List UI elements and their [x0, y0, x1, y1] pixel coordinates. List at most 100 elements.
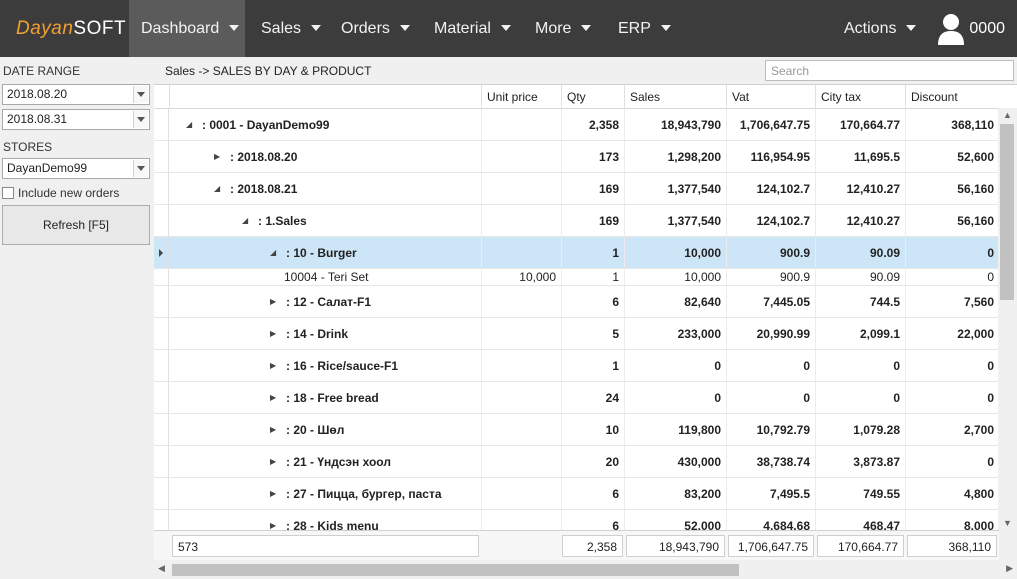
column-header-unit-price[interactable]: Unit price	[481, 85, 561, 109]
collapse-icon[interactable]: ◢	[242, 216, 249, 225]
column-header-discount[interactable]: Discount	[905, 85, 999, 109]
expand-icon[interactable]: ▶	[270, 361, 277, 370]
row-selector[interactable]	[154, 350, 169, 381]
include-new-orders-label: Include new orders	[18, 186, 120, 200]
expand-icon[interactable]: ▶	[214, 152, 221, 161]
row-name-cell: ◢: 1.Sales	[242, 205, 481, 236]
collapse-icon[interactable]: ◢	[214, 184, 221, 193]
store-select[interactable]: DayanDemo99	[2, 158, 150, 179]
expand-icon[interactable]: ▶	[270, 425, 277, 434]
row-selector[interactable]	[154, 286, 169, 317]
include-new-orders-checkbox[interactable]: Include new orders	[2, 186, 119, 200]
table-row[interactable]: ▶: 18 - Free bread 24 0 0 0 0	[154, 382, 999, 414]
row-name-cell: 10004 - Teri Set	[284, 269, 481, 285]
row-selector[interactable]	[154, 446, 169, 477]
chevron-down-icon	[660, 24, 671, 31]
table-row[interactable]: ▶: 16 - Rice/sauce-F1 1 0 0 0 0	[154, 350, 999, 382]
row-selector[interactable]	[154, 478, 169, 509]
cell-qty: 1	[561, 350, 624, 381]
column-header-qty[interactable]: Qty	[561, 85, 624, 109]
cell-city-tax: 1,079.28	[815, 414, 905, 445]
column-header-city-tax[interactable]: City tax	[815, 85, 905, 109]
refresh-button[interactable]: Refresh [F5]	[2, 205, 150, 245]
horizontal-scroll-thumb[interactable]	[172, 564, 739, 576]
cell-qty: 6	[561, 510, 624, 530]
table-row[interactable]: ▶: 28 - Kids menu 6 52,000 4,684.68 468.47 8,…	[154, 510, 999, 530]
cell-unit-price	[481, 350, 561, 381]
table-row[interactable]: ▶: 21 - Үндсэн хоол 20 430,000 38,738.74 3,8…	[154, 446, 999, 478]
collapse-icon[interactable]: ◢	[186, 120, 193, 129]
table-row[interactable]: ▶: 20 - Шөл 10 119,800 10,792.79 1,079.28 2,7…	[154, 414, 999, 446]
scroll-up-icon[interactable]: ▲	[1003, 110, 1012, 120]
expand-icon[interactable]: ▶	[270, 297, 277, 306]
row-selector[interactable]	[154, 510, 169, 530]
cell-city-tax: 11,695.5	[815, 141, 905, 172]
chevron-down-icon[interactable]	[133, 111, 148, 128]
nav-more[interactable]: More	[523, 0, 603, 57]
nav-orders[interactable]: Orders	[329, 0, 422, 57]
expand-icon[interactable]: ▶	[270, 489, 277, 498]
cell-sales: 1,377,540	[624, 205, 726, 236]
row-selector[interactable]	[154, 109, 169, 140]
scroll-right-icon[interactable]: ▶	[1006, 563, 1013, 573]
cell-vat: 0	[726, 382, 815, 413]
table-row[interactable]: ◢: 0001 - DayanDemo99 2,358 18,943,790 1,70…	[154, 109, 999, 141]
vertical-scrollbar[interactable]: ▲ ▼	[998, 108, 1017, 530]
column-header-sales[interactable]: Sales	[624, 85, 726, 109]
expand-icon[interactable]: ▶	[270, 329, 277, 338]
table-row[interactable]: ◢: 10 - Burger 1 10,000 900.9 90.09 0	[154, 237, 999, 269]
chevron-down-icon[interactable]	[133, 86, 148, 103]
collapse-icon[interactable]: ◢	[270, 248, 277, 257]
nav-actions[interactable]: Actions	[832, 0, 928, 57]
table-row[interactable]: ▶: 14 - Drink 5 233,000 20,990.99 2,099.1 22,…	[154, 318, 999, 350]
cell-discount: 4,800	[905, 478, 999, 509]
table-row[interactable]: ▶: 12 - Салат-F1 6 82,640 7,445.05 744.5 7,56…	[154, 286, 999, 318]
row-selector[interactable]	[154, 141, 169, 172]
cell-qty: 24	[561, 382, 624, 413]
cell-unit-price	[481, 382, 561, 413]
row-selector[interactable]	[154, 269, 169, 285]
nav-erp[interactable]: ERP	[606, 0, 683, 57]
horizontal-scrollbar[interactable]: ◀ ▶	[154, 561, 1017, 579]
checkbox-box[interactable]	[2, 187, 14, 199]
table-row[interactable]: ◢: 1.Sales 169 1,377,540 124,102.7 12,410.27…	[154, 205, 999, 237]
grid-header: Unit price Qty Sales Vat City tax Discou…	[154, 85, 999, 109]
cell-discount: 0	[905, 382, 999, 413]
scroll-left-icon[interactable]: ◀	[158, 563, 165, 573]
nav-material[interactable]: Material	[422, 0, 523, 57]
date-from-picker[interactable]: 2018.08.20	[2, 84, 150, 105]
user-menu[interactable]: 0000	[937, 0, 1005, 57]
row-selector[interactable]	[154, 318, 169, 349]
table-row[interactable]: ▶: 27 - Пицца, бургер, паста 6 83,200 7,495…	[154, 478, 999, 510]
row-selector[interactable]	[154, 382, 169, 413]
cell-city-tax: 90.09	[815, 237, 905, 268]
chevron-down-icon[interactable]	[133, 160, 148, 177]
row-name-text: : 0001 - DayanDemo99	[202, 117, 330, 132]
row-selector[interactable]	[154, 173, 169, 204]
table-row[interactable]: 10004 - Teri Set 10,000 1 10,000 900.9 90.09 0	[154, 269, 999, 286]
dayansoft-logo[interactable]: Dayan SOFT	[16, 16, 126, 42]
table-row[interactable]: ▶: 2018.08.20 173 1,298,200 116,954.95 11,69…	[154, 141, 999, 173]
table-row[interactable]: ◢: 2018.08.21 169 1,377,540 124,102.7 12,410…	[154, 173, 999, 205]
vertical-scroll-thumb[interactable]	[1000, 124, 1014, 300]
column-header-name[interactable]	[169, 85, 481, 109]
expand-icon[interactable]: ▶	[270, 521, 277, 530]
expand-icon[interactable]: ▶	[270, 457, 277, 466]
row-name-text: : 21 - Үндсэн хоол	[286, 454, 391, 469]
nav-sales[interactable]: Sales	[249, 0, 333, 57]
row-name-cell: ◢ : 0001 - DayanDemo99	[186, 109, 481, 140]
row-name-cell: ▶: 28 - Kids menu	[270, 510, 481, 531]
row-selector[interactable]	[154, 205, 169, 236]
expand-icon[interactable]: ▶	[270, 393, 277, 402]
date-to-picker[interactable]: 2018.08.31	[2, 109, 150, 130]
cell-sales: 18,943,790	[624, 109, 726, 140]
row-selector[interactable]	[154, 414, 169, 445]
row-selector[interactable]	[154, 237, 169, 268]
row-name-text: : 20 - Шөл	[286, 422, 345, 437]
cell-qty: 6	[561, 478, 624, 509]
search-input[interactable]	[765, 60, 1014, 81]
scroll-down-icon[interactable]: ▼	[1003, 518, 1012, 528]
row-name-cell: ◢: 10 - Burger	[270, 237, 481, 268]
column-header-vat[interactable]: Vat	[726, 85, 815, 109]
nav-dashboard[interactable]: Dashboard	[129, 0, 245, 57]
